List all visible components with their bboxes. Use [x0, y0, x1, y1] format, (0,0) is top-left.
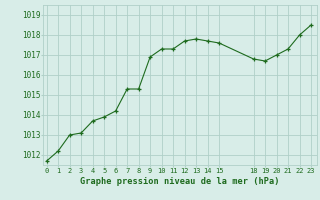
X-axis label: Graphe pression niveau de la mer (hPa): Graphe pression niveau de la mer (hPa): [80, 177, 280, 186]
